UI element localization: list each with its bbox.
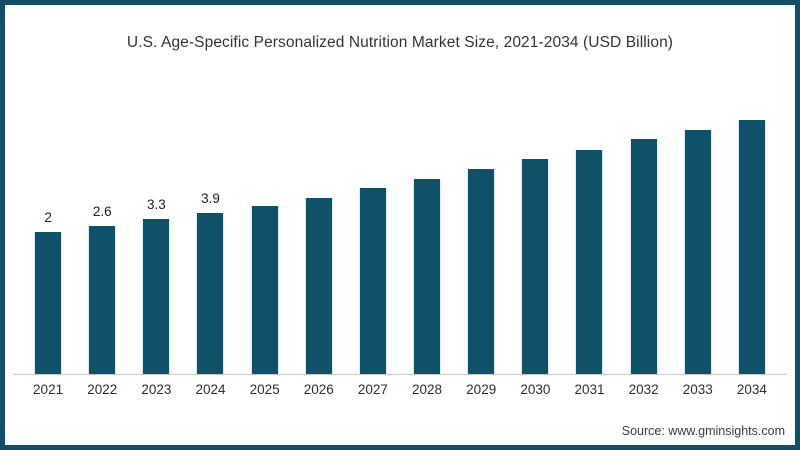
bar-column [617,94,671,374]
bar-column [508,94,562,374]
bar-column [454,94,508,374]
x-axis-label: 2026 [303,382,334,397]
bar-column [725,94,779,374]
bar-column [292,94,346,374]
x-axis-label: 2029 [466,382,497,397]
bar-value-label: 2.6 [92,204,112,219]
bar [142,219,171,374]
bar-column: 3.3 [129,94,183,374]
bar [467,169,496,374]
bar [34,232,63,374]
x-axis-label: 2028 [412,382,443,397]
x-axis-label: 2030 [520,382,551,397]
plot-area: 2 2.6 3.3 3.9 [21,94,779,374]
x-axis-label: 2027 [357,382,388,397]
bar-value-label: 3.3 [146,197,166,212]
x-axis-label: 2023 [141,382,172,397]
bar [737,120,766,374]
x-axis-label: 2022 [87,382,118,397]
bar-column [346,94,400,374]
x-axis-label: 2025 [249,382,280,397]
bar-column: 3.9 [183,94,237,374]
bar-value-label: 2 [44,210,52,225]
bar [304,198,333,374]
bar [521,159,550,374]
source-text: Source: www.gminsights.com [621,424,785,438]
chart-title: U.S. Age-Specific Personalized Nutrition… [126,34,674,51]
x-axis-label: 2024 [195,382,226,397]
x-axis-labels: 2021 2022 2023 2024 2025 2026 2027 2028 2029 2030… [21,382,779,397]
bar [358,188,387,374]
bar-column [562,94,616,374]
bar [575,150,604,374]
bar [88,226,117,374]
bar-value-label: 3.9 [201,191,220,206]
x-axis-label: 2034 [736,382,767,397]
bar [413,179,442,374]
bar [250,206,279,374]
bar [683,130,712,374]
x-axis-label: 2033 [682,382,713,397]
x-axis-label: 2032 [628,382,659,397]
bar-column [671,94,725,374]
chart-area: 2 2.6 3.3 3.9 2021 2022 2023 2024 2025 2026 2027 2… [13,94,787,397]
bar [196,213,225,374]
x-axis-line [13,374,787,375]
bar-column: 2 [21,94,75,374]
bar-column: 2.6 [75,94,129,374]
bar [629,139,658,374]
x-axis-label: 2021 [33,382,64,397]
bar-column [400,94,454,374]
bar-column [238,94,292,374]
x-axis-label: 2031 [574,382,605,397]
